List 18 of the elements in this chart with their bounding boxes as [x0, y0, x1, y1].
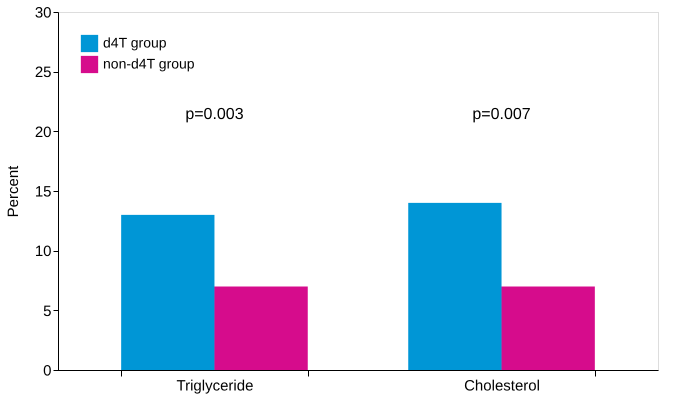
y-axis-title: Percent: [4, 164, 22, 218]
bar: [502, 286, 595, 370]
y-tick-label: 5: [43, 302, 52, 320]
annotation: p=0.007: [472, 106, 531, 123]
x-tick-label: Triglyceride: [176, 378, 254, 394]
bar: [214, 286, 308, 370]
legend-label: d4T group: [103, 34, 167, 50]
y-tick-label: 15: [34, 184, 52, 200]
annotation: p=0.003: [185, 106, 244, 123]
bar: [121, 214, 214, 370]
y-tick-label: 25: [34, 64, 52, 82]
x-tick-label: Cholesterol: [464, 378, 540, 394]
bar: [408, 202, 502, 370]
legend-label: non-d4T group: [103, 56, 195, 72]
y-tick-label: 20: [34, 124, 52, 141]
y-tick-label: 30: [34, 4, 52, 22]
y-tick-label: 0: [43, 362, 52, 380]
y-tick-label: 10: [34, 243, 52, 260]
